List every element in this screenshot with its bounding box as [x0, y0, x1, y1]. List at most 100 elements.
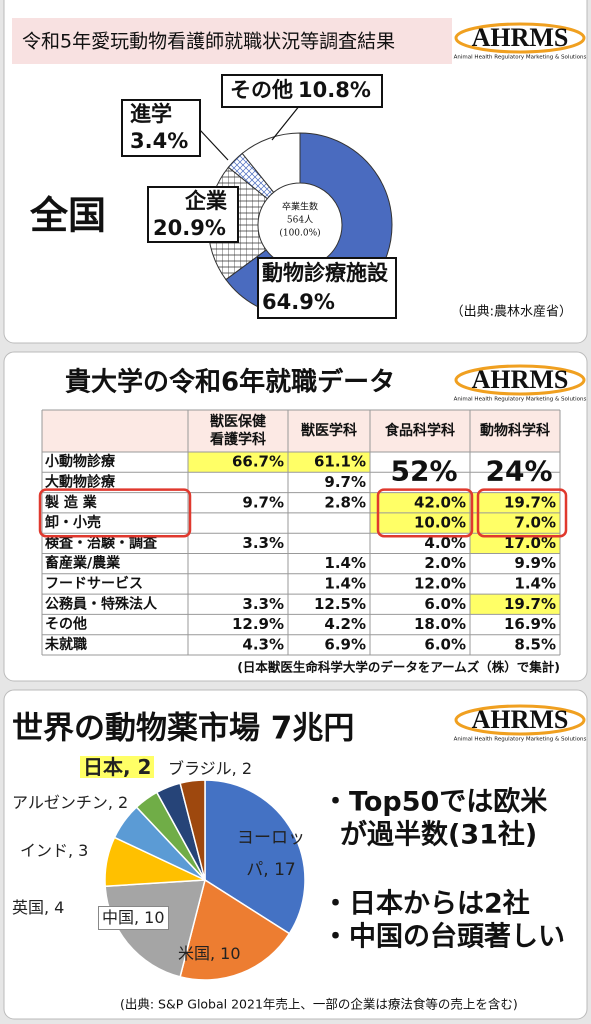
value-label: インド, 3	[20, 841, 89, 860]
highlight-box	[376, 488, 474, 538]
header-bg	[42, 410, 560, 452]
column-header: 獣医保健	[210, 413, 266, 430]
cell: 66.7%	[232, 453, 284, 471]
highlight-box	[38, 488, 192, 538]
center-label: (100.0%)	[279, 228, 320, 239]
logo-tagline: Animal Health Regulatory Marketing & Sol…	[454, 737, 587, 743]
cell: 1.4%	[324, 554, 366, 572]
row-label: 畜産業/農業	[45, 555, 121, 572]
cell: 6.0%	[424, 595, 466, 613]
cell: 19.7%	[504, 493, 556, 511]
chart-title: 令和5年愛玩動物看護師就職状況等調査結果	[22, 31, 395, 53]
value-label: 日本, 2	[80, 756, 155, 778]
value-label: ブラジル, 2	[168, 759, 253, 778]
cell: 2.0%	[424, 554, 466, 572]
bullet: ・中国の台頭著しい	[322, 921, 565, 953]
bullet: ・日本からは2社	[322, 888, 530, 920]
value-label: 20.9%	[153, 216, 226, 240]
row-label: 製 造 業	[44, 494, 98, 511]
cell: 12.5%	[314, 595, 366, 613]
logo-name: AHRMS	[472, 705, 569, 734]
annotation: 52%	[390, 454, 457, 487]
cell: 2.8%	[324, 493, 366, 511]
center-label: 564人	[287, 215, 313, 226]
chart-title: 世界の動物薬市場 7兆円	[12, 711, 354, 747]
label-box	[221, 74, 383, 108]
value-label: 10.8%	[298, 78, 371, 102]
row-label: 検査・治験・調査	[45, 534, 158, 551]
column-header: 獣医学科	[301, 422, 357, 439]
cell-highlight	[470, 533, 560, 554]
column-header: 食品科学科	[385, 422, 455, 439]
cell: 6.9%	[324, 635, 366, 653]
value-label: 3.4%	[130, 129, 188, 153]
value-label: アルゼンチン, 2	[12, 793, 129, 812]
cell: 1.4%	[514, 574, 556, 592]
label-box	[121, 99, 201, 157]
logo-swoosh	[454, 364, 586, 396]
cell: 3.3%	[242, 534, 284, 552]
row-label: 未就職	[45, 636, 87, 653]
bullet: が過半数(31社)	[340, 819, 537, 851]
column-header: 動物科学科	[480, 422, 550, 439]
cell: 12.0%	[414, 574, 466, 592]
slice-label: 企業	[184, 189, 228, 213]
cell: 17.0%	[504, 534, 556, 552]
value-label: 米国, 10	[178, 944, 241, 963]
cell: 19.7%	[504, 595, 556, 613]
source: (出典: S&P Global 2021年売上、一部の企業は療法食等の売上を含む…	[120, 997, 518, 1012]
highlight-box	[476, 488, 568, 538]
annotation: 全国	[29, 194, 106, 238]
row-label: フードサービス	[45, 576, 143, 592]
cell: 4.3%	[242, 635, 284, 653]
cell: 3.3%	[242, 595, 284, 613]
row-label: 公務員・特殊法人	[45, 595, 158, 612]
label-box	[257, 257, 397, 319]
value-label: 中国, 10	[98, 906, 169, 930]
bullet: ・Top50では欧米	[322, 787, 547, 818]
cell: 12.9%	[232, 615, 284, 633]
cell: 6.0%	[424, 635, 466, 653]
slice	[241, 132, 301, 194]
logo-tagline: Animal Health Regulatory Marketing & Sol…	[454, 397, 587, 403]
logo-name: AHRMS	[472, 23, 569, 52]
cell-highlight	[470, 512, 560, 534]
slice-label: 動物診療施設	[262, 261, 389, 285]
logo-tagline: Animal Health Regulatory Marketing & Sol…	[454, 55, 587, 61]
cell-highlight	[288, 452, 370, 473]
cell: 4.2%	[324, 615, 366, 633]
cell-highlight	[370, 512, 470, 534]
leader-line	[199, 129, 229, 161]
cell: 8.5%	[514, 635, 556, 653]
value-label: 64.9%	[262, 290, 335, 314]
cell: 4.0%	[424, 534, 466, 552]
leader-line	[271, 104, 301, 141]
cell: 9.9%	[514, 554, 556, 572]
cell: 42.0%	[414, 493, 466, 511]
slice	[179, 878, 291, 981]
annotation: 24%	[485, 454, 552, 487]
title-banner	[12, 18, 452, 64]
cell-highlight	[470, 492, 560, 513]
footnote: (日本獣医生命科学大学のデータをアームズ（株）で集計)	[237, 660, 560, 675]
slice-label: その他	[230, 78, 293, 102]
value-label: ヨーロッパ, 17	[237, 828, 305, 880]
column-header: 看護学科	[209, 431, 266, 448]
cell: 61.1%	[314, 453, 366, 471]
label-box	[147, 186, 239, 243]
cell: 18.0%	[414, 615, 466, 633]
row-label: 大動物診療	[45, 473, 116, 490]
row-label: その他	[45, 616, 87, 633]
slice	[179, 779, 206, 881]
cell-highlight	[188, 452, 288, 473]
logo-swoosh	[454, 22, 586, 54]
value-label: 英国, 4	[12, 898, 65, 917]
center-label: 卒業生数	[282, 201, 318, 213]
cell: 9.7%	[324, 473, 366, 491]
slice-label: 進学	[130, 102, 172, 126]
cell: 10.0%	[414, 514, 466, 532]
table-title: 貴大学の令和6年就職データ	[65, 367, 395, 398]
row-label: 卸・小売	[45, 514, 101, 531]
cell-highlight	[470, 594, 560, 615]
